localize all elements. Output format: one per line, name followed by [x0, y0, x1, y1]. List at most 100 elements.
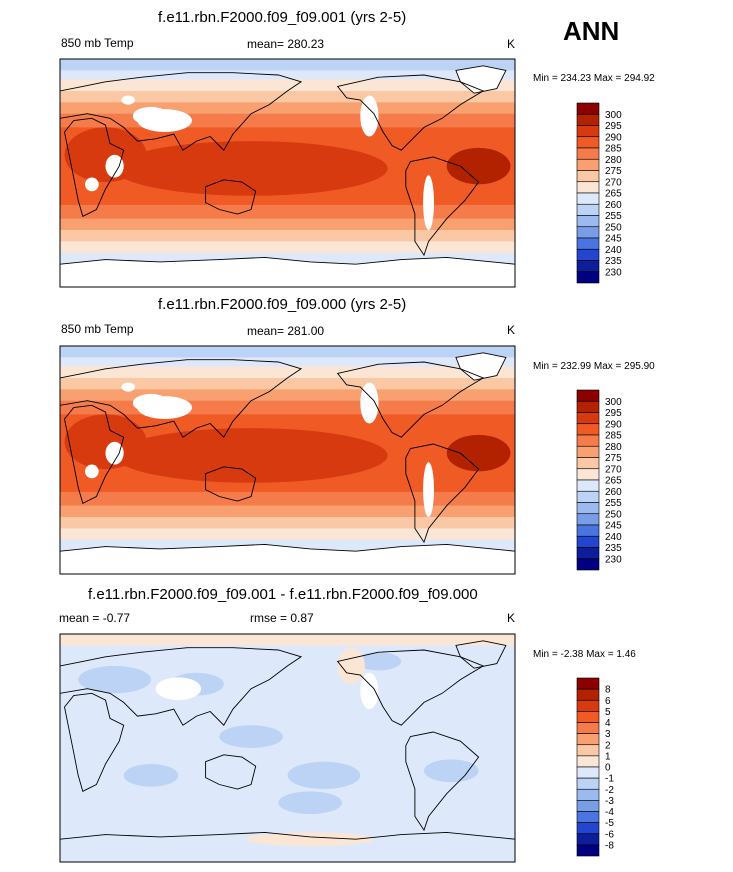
colorbar-swatch: [576, 125, 600, 138]
panel1-title: f.e11.rbn.F2000.f09_f09.001 (yrs 2-5): [158, 9, 407, 26]
field-band: [60, 218, 515, 231]
colorbar-swatch: [576, 203, 600, 216]
colorbar-swatch: [576, 147, 600, 160]
colorbar-swatch: [576, 468, 600, 481]
colorbar-tick-label: 260: [605, 200, 622, 211]
colorbar-tick-label: 270: [605, 177, 622, 188]
season-label: ANN: [563, 16, 620, 46]
colorbar-swatch: [576, 158, 600, 171]
colorbar-tick-label: 300: [605, 110, 622, 121]
panel2-variable: 850 mb Temp: [61, 322, 134, 336]
colorbar-swatch: [576, 699, 600, 712]
colorbar-tick-label: 265: [605, 189, 622, 200]
map-field-1: [60, 59, 515, 287]
panel2-mean: mean= 281.00: [247, 324, 325, 338]
colorbar-swatch: [576, 181, 600, 194]
colorbar-tick-label: 290: [605, 419, 622, 430]
colorbar-tick-label: 6: [605, 696, 611, 707]
antarctica-missing: [60, 544, 515, 574]
panel2-title: f.e11.rbn.F2000.f09_f09.000 (yrs 2-5): [158, 296, 407, 313]
colorbar-swatch: [576, 833, 600, 846]
colorbar-tick-label: 295: [605, 408, 622, 419]
anomaly-patch: [123, 763, 179, 787]
warm-core: [446, 147, 511, 185]
colorbar-tick-label: 235: [605, 256, 622, 267]
colorbar-swatch: [576, 744, 600, 757]
colorbar-tick-label: 245: [605, 521, 622, 532]
map-field-2: [60, 346, 515, 574]
colorbar-swatch: [576, 524, 600, 537]
colorbar-swatch: [576, 389, 600, 402]
warm-core: [114, 428, 388, 483]
colorbar-tick-label: 240: [605, 245, 622, 256]
coastline-eurasia: [60, 647, 303, 726]
colorbar-swatch: [576, 766, 600, 779]
missing-data-patch: [360, 95, 379, 137]
map-frame: [59, 58, 516, 288]
colorbar-swatch: [576, 755, 600, 768]
colorbar-tick-label: 0: [605, 763, 611, 774]
colorbar-swatch: [576, 215, 600, 228]
colorbar-swatch: [576, 479, 600, 492]
colorbar-tick-label: 285: [605, 144, 622, 155]
colorbar-tick-label: 265: [605, 476, 622, 487]
warm-core: [446, 434, 511, 472]
coastline-antarctica: [60, 831, 515, 840]
colorbar-1: 3002952902852802752702652602552502452402…: [576, 102, 622, 284]
colorbar-tick-label: 8: [605, 685, 611, 696]
colorbar-tick-label: 290: [605, 132, 622, 143]
colorbar-tick-label: -5: [605, 818, 614, 829]
warm-core: [114, 141, 388, 196]
colorbar-tick-label: 1: [605, 751, 611, 762]
map-panel-1: [59, 58, 516, 288]
colorbar-tick-label: 3: [605, 729, 611, 740]
colorbar-swatch: [576, 423, 600, 436]
panel1-minmax: Min = 234.23 Max = 294.92: [533, 73, 655, 84]
colorbar-tick-label: 275: [605, 166, 622, 177]
colorbar-tick-label: 300: [605, 397, 622, 408]
colorbar-swatch: [576, 136, 600, 149]
colorbar-swatch: [576, 800, 600, 812]
colorbar-swatch: [576, 102, 600, 115]
missing-data-patch: [360, 382, 379, 424]
field-band: [60, 400, 515, 415]
colorbar-swatch: [576, 170, 600, 183]
colorbar-swatch: [576, 711, 600, 723]
field-band: [60, 59, 515, 71]
missing-data-patch: [105, 154, 124, 178]
colorbar-swatch: [576, 457, 600, 470]
colorbar-swatch: [576, 226, 600, 239]
panel3-rmse: rmse = 0.87: [250, 611, 314, 625]
colorbar-tick-label: -1: [605, 774, 614, 785]
panel1-variable: 850 mb Temp: [61, 36, 134, 50]
field-band: [60, 389, 515, 402]
field-band: [60, 528, 515, 541]
colorbar-swatch: [576, 113, 600, 126]
colorbar-tick-label: -6: [605, 829, 614, 840]
colorbar-swatch: [576, 535, 600, 548]
missing-data-patch: [155, 677, 202, 701]
missing-data-patch: [423, 175, 435, 230]
missing-data-patch: [423, 462, 435, 517]
coastline-namerica: [336, 649, 485, 726]
anomaly-patch: [287, 761, 361, 790]
antarctica-missing: [60, 257, 515, 287]
field-band: [60, 113, 515, 128]
coastline-australia: [205, 466, 257, 502]
map-panel-3: [59, 633, 516, 863]
coastline-africa: [64, 117, 125, 217]
panel3-units: K: [507, 611, 516, 625]
anomaly-band: [60, 634, 515, 646]
coastline-africa: [64, 404, 125, 504]
field-band: [60, 102, 515, 115]
colorbar-tick-label: 230: [605, 267, 622, 278]
colorbar-tick-label: 230: [605, 554, 622, 565]
panel3-mean: mean = -0.77: [59, 611, 131, 625]
colorbar-tick-label: 235: [605, 543, 622, 554]
colorbar-tick-label: -2: [605, 785, 614, 796]
colorbar-2: 3002952902852802752702652602552502452402…: [576, 389, 622, 571]
panel2-minmax: Min = 232.99 Max = 295.90: [533, 361, 655, 372]
colorbar-swatch: [576, 490, 600, 503]
